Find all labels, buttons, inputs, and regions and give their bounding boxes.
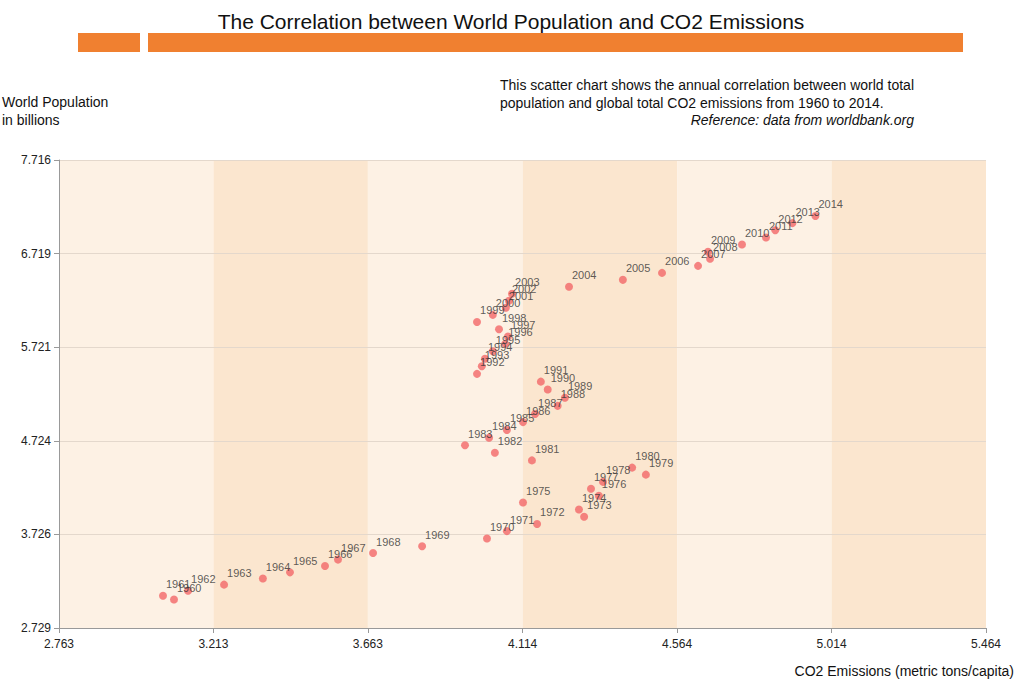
svg-text:1991: 1991	[544, 364, 568, 376]
svg-text:1962: 1962	[191, 573, 215, 585]
svg-text:2005: 2005	[626, 262, 650, 274]
svg-text:6.719: 6.719	[21, 247, 51, 261]
svg-text:1979: 1979	[648, 457, 674, 470]
svg-text:1997: 1997	[510, 319, 536, 331]
svg-text:World Population: World Population	[2, 94, 108, 110]
svg-text:2011: 2011	[769, 220, 793, 232]
svg-text:This scatter chart shows the a: This scatter chart shows the annual corr…	[500, 77, 914, 93]
svg-text:2004: 2004	[572, 269, 596, 281]
svg-text:in billions: in billions	[2, 112, 60, 128]
svg-text:1986: 1986	[526, 404, 551, 417]
svg-text:1998: 1998	[502, 312, 526, 324]
svg-text:1966: 1966	[328, 548, 353, 561]
svg-text:3.213: 3.213	[198, 637, 228, 651]
svg-text:1996: 1996	[508, 326, 533, 339]
svg-text:population and global total CO: population and global total CO2 emission…	[500, 95, 884, 111]
svg-text:2006: 2006	[665, 255, 689, 267]
svg-text:2010: 2010	[745, 227, 769, 239]
svg-text:2014: 2014	[818, 198, 842, 210]
svg-text:2.763: 2.763	[44, 637, 74, 651]
svg-text:2.729: 2.729	[21, 621, 51, 635]
svg-text:1985: 1985	[509, 412, 535, 425]
svg-text:2003: 2003	[515, 276, 539, 288]
svg-text:2009: 2009	[711, 234, 735, 246]
svg-text:Reference: data from worldbank: Reference: data from worldbank.org	[691, 112, 915, 128]
svg-text:5.464: 5.464	[971, 637, 1001, 651]
svg-text:3.663: 3.663	[353, 637, 383, 651]
svg-text:1973: 1973	[587, 499, 612, 512]
svg-text:4.724: 4.724	[21, 434, 51, 448]
svg-text:1984: 1984	[492, 420, 517, 433]
svg-text:1977: 1977	[594, 471, 619, 484]
svg-text:1971: 1971	[510, 514, 534, 526]
svg-text:1983: 1983	[468, 428, 492, 440]
svg-text:1972: 1972	[540, 506, 564, 518]
svg-text:2008: 2008	[713, 241, 738, 254]
svg-text:1999: 1999	[480, 304, 505, 317]
svg-text:The Correlation between World: The Correlation between World Population…	[218, 10, 805, 33]
svg-text:CO2 Emissions (metric tons/cap: CO2 Emissions (metric tons/capita)	[795, 663, 1014, 679]
svg-text:1963: 1963	[227, 567, 251, 579]
svg-text:1978: 1978	[606, 464, 630, 476]
svg-text:1987: 1987	[538, 397, 562, 409]
svg-text:1989: 1989	[567, 380, 593, 393]
svg-text:7.716: 7.716	[21, 153, 51, 167]
svg-text:1965: 1965	[293, 555, 317, 567]
svg-text:1980: 1980	[635, 450, 659, 462]
svg-text:2007: 2007	[701, 248, 726, 261]
svg-text:1974: 1974	[582, 492, 606, 504]
svg-text:3.726: 3.726	[21, 527, 51, 541]
svg-text:2001: 2001	[508, 290, 534, 303]
svg-text:1993: 1993	[484, 348, 510, 361]
svg-text:1976: 1976	[601, 478, 627, 491]
svg-text:2000: 2000	[495, 297, 521, 310]
svg-text:1968: 1968	[376, 536, 400, 548]
svg-text:2012: 2012	[778, 212, 803, 225]
svg-text:5.721: 5.721	[21, 340, 51, 354]
svg-text:4.114: 4.114	[508, 637, 537, 651]
svg-text:5.014: 5.014	[817, 637, 847, 651]
svg-text:2013: 2013	[795, 206, 819, 218]
svg-text:1967: 1967	[341, 542, 365, 554]
svg-text:1992: 1992	[480, 356, 505, 369]
svg-text:1975: 1975	[526, 485, 550, 497]
svg-text:1994: 1994	[487, 341, 513, 354]
svg-text:1970: 1970	[490, 521, 515, 534]
svg-text:1988: 1988	[560, 388, 586, 401]
svg-text:1995: 1995	[495, 333, 521, 346]
svg-text:2002: 2002	[511, 283, 537, 296]
svg-text:1969: 1969	[425, 529, 449, 541]
svg-text:4.564: 4.564	[662, 637, 692, 651]
svg-text:1964: 1964	[266, 561, 290, 573]
svg-text:1981: 1981	[535, 443, 559, 455]
svg-text:1990: 1990	[550, 372, 576, 384]
svg-text:1961: 1961	[166, 578, 190, 590]
svg-text:1982: 1982	[498, 435, 522, 447]
